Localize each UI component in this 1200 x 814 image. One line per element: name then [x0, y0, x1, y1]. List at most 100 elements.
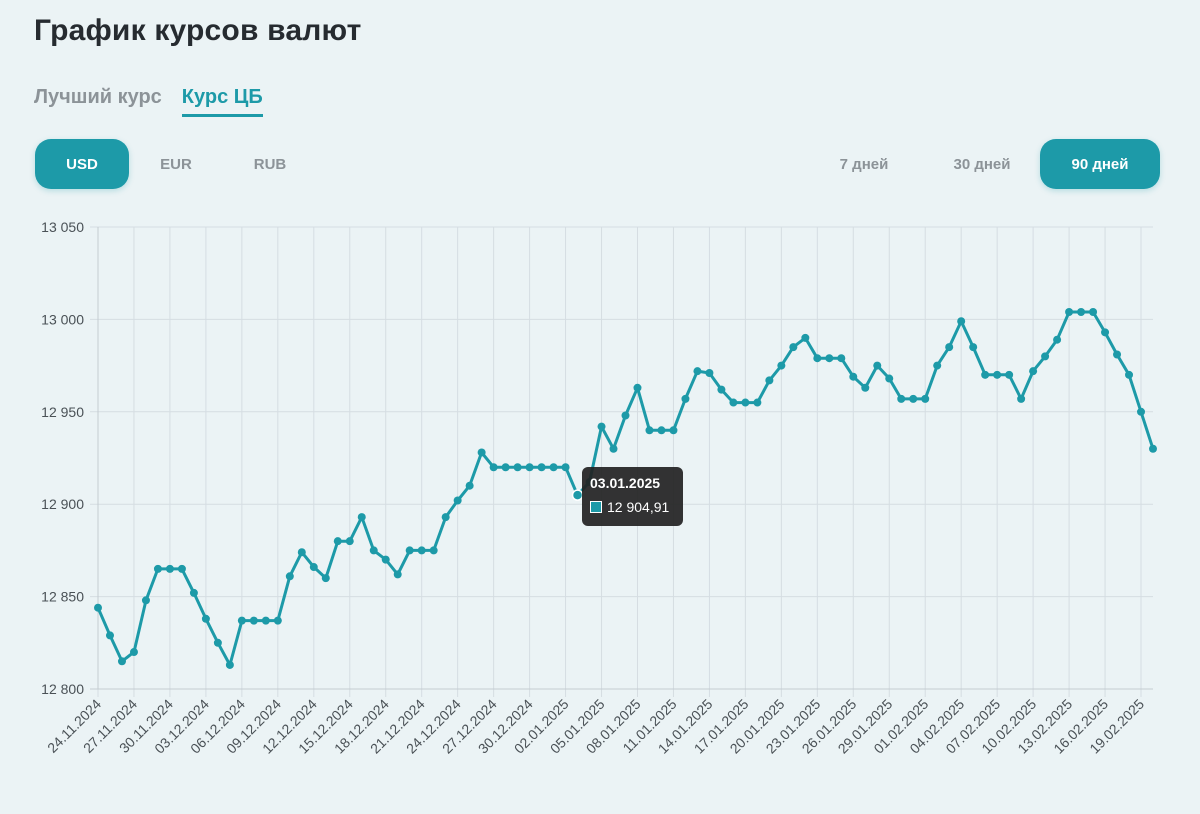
data-point — [213, 638, 222, 647]
data-point — [513, 463, 522, 472]
tab-best-rate[interactable]: Лучший курс — [34, 86, 162, 108]
data-point — [501, 463, 510, 472]
y-tick-label: 12 850 — [41, 589, 84, 605]
data-point — [741, 398, 750, 407]
data-point — [129, 648, 138, 657]
data-point — [273, 616, 282, 625]
data-point — [981, 370, 990, 379]
data-point — [681, 394, 690, 403]
data-point — [525, 463, 534, 472]
data-point — [837, 354, 846, 363]
y-tick-label: 13 000 — [41, 311, 84, 327]
tooltip-value: 12 904,91 — [607, 499, 670, 515]
data-point — [453, 496, 462, 505]
period-30-days-button[interactable]: 30 дней — [953, 155, 1011, 173]
x-axis-labels: 24.11.202427.11.202430.11.202403.12.2024… — [44, 696, 1147, 757]
data-point — [705, 368, 714, 377]
chart-tooltip: 03.01.2025 12 904,91 — [582, 467, 683, 526]
rate-line-chart: 12 800 12 850 12 900 12 950 13 000 13 050 24.… — [41, 219, 1157, 757]
data-point — [945, 343, 954, 352]
data-point — [141, 596, 150, 605]
series-points — [94, 308, 1157, 669]
data-point — [1149, 444, 1157, 453]
data-point — [969, 343, 978, 352]
data-point — [225, 660, 234, 669]
y-tick-label: 12 950 — [41, 404, 84, 420]
data-point — [153, 564, 162, 573]
data-point — [957, 317, 966, 326]
data-point — [261, 616, 270, 625]
data-point — [117, 657, 126, 666]
data-point — [105, 631, 114, 640]
tooltip-row: 12 904,91 — [590, 499, 675, 515]
data-point — [1005, 370, 1014, 379]
data-point — [417, 546, 426, 555]
data-point — [381, 555, 390, 564]
data-point — [849, 372, 858, 381]
data-point — [909, 394, 918, 403]
data-point — [477, 448, 486, 457]
data-point — [309, 563, 318, 572]
data-point — [345, 537, 354, 546]
data-point — [669, 426, 678, 435]
data-point — [537, 463, 546, 472]
data-point — [777, 361, 786, 370]
data-point — [285, 572, 294, 581]
data-point — [1089, 308, 1098, 317]
currency-selector: USD EUR RUB — [35, 139, 317, 189]
data-point — [597, 422, 606, 431]
data-point — [765, 376, 774, 385]
data-point — [921, 394, 930, 403]
data-point — [645, 426, 654, 435]
tooltip-date: 03.01.2025 — [590, 475, 661, 491]
data-point — [609, 444, 618, 453]
data-point — [441, 513, 450, 522]
data-point — [1101, 328, 1110, 337]
data-point — [333, 537, 342, 546]
data-point — [633, 383, 642, 392]
data-point — [1053, 335, 1062, 344]
period-90-days-button[interactable]: 90 дней — [1040, 139, 1160, 189]
currency-rub-button[interactable]: RUB — [253, 155, 287, 173]
tooltip-swatch — [590, 501, 602, 513]
rate-tabs: Лучший курс Курс ЦБ — [34, 86, 263, 117]
data-point — [369, 546, 378, 555]
data-point — [789, 343, 798, 352]
data-point — [753, 398, 762, 407]
data-point — [429, 546, 438, 555]
data-point — [717, 385, 726, 394]
data-point — [885, 374, 894, 383]
data-point — [189, 588, 198, 597]
data-point — [1077, 308, 1086, 317]
y-tick-label: 12 800 — [41, 681, 84, 697]
data-point — [657, 426, 666, 435]
data-point — [237, 616, 246, 625]
data-point — [993, 370, 1002, 379]
data-point — [873, 361, 882, 370]
currency-usd-button[interactable]: USD — [35, 139, 129, 189]
data-point — [1113, 350, 1122, 359]
data-point — [897, 394, 906, 403]
period-7-days-button[interactable]: 7 дней — [839, 155, 889, 173]
data-point — [561, 463, 570, 472]
data-point — [813, 354, 822, 363]
y-tick-label: 13 050 — [41, 219, 84, 235]
data-point — [177, 564, 186, 573]
tab-cb-rate[interactable]: Курс ЦБ — [181, 86, 263, 117]
data-point — [825, 354, 834, 363]
data-point — [693, 367, 702, 376]
y-axis-labels: 12 800 12 850 12 900 12 950 13 000 13 050 — [41, 219, 84, 697]
data-point — [1137, 407, 1146, 416]
data-point — [249, 616, 258, 625]
data-point — [393, 570, 402, 579]
data-point — [321, 574, 330, 583]
data-point — [1029, 367, 1038, 376]
data-point — [201, 614, 210, 623]
chart-grid — [90, 226, 1153, 697]
data-point — [1065, 308, 1074, 317]
data-point — [861, 383, 870, 392]
data-point — [1125, 370, 1134, 379]
data-point — [405, 546, 414, 555]
data-point — [801, 333, 810, 342]
currency-eur-button[interactable]: EUR — [160, 155, 192, 173]
